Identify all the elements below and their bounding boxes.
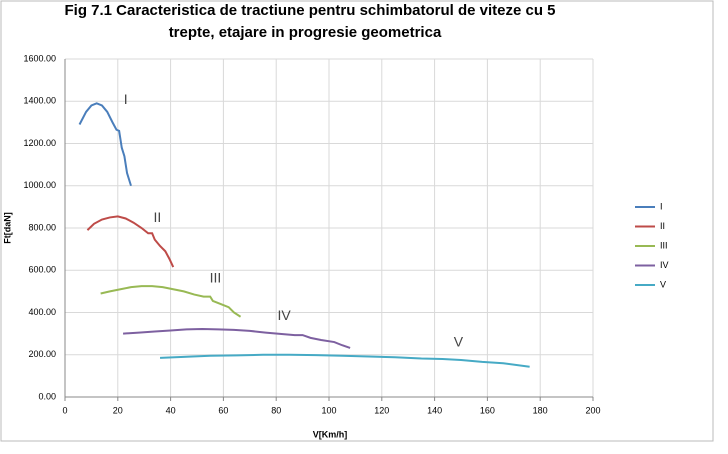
x-tick-label: 100	[321, 405, 336, 415]
x-tick-label: 200	[585, 405, 600, 415]
y-tick-label: 200.00	[28, 349, 56, 359]
x-axis-label: V[Km/h]	[313, 429, 348, 439]
series-line	[159, 353, 530, 368]
series-line	[123, 327, 351, 349]
chart-title: Fig 7.1 Caracteristica de tractiune pent…	[65, 2, 556, 19]
series-line	[100, 285, 242, 318]
y-tick-label: 1200.00	[23, 138, 56, 148]
y-tick-label: 400.00	[28, 307, 56, 317]
y-tick-label: 800.00	[28, 222, 56, 232]
legend-label: V	[660, 279, 666, 289]
x-tick-label: 120	[374, 405, 389, 415]
series-line	[86, 215, 175, 268]
annotation: V	[454, 334, 464, 350]
y-tick-label: 1600.00	[23, 53, 56, 63]
legend-label: I	[660, 201, 663, 211]
annotation: II	[154, 209, 162, 225]
x-tick-label: 20	[113, 405, 123, 415]
legend-label: IV	[660, 260, 669, 270]
series-line	[78, 102, 132, 187]
y-tick-label: 1400.00	[23, 96, 56, 106]
annotation: I	[124, 91, 128, 107]
x-tick-label: 40	[166, 405, 176, 415]
x-tick-label: 140	[427, 405, 442, 415]
legend-label: III	[660, 240, 668, 250]
x-tick-label: 160	[480, 405, 495, 415]
annotation: III	[210, 269, 222, 285]
y-tick-label: 600.00	[28, 265, 56, 275]
x-tick-label: 60	[218, 405, 228, 415]
y-axis-label: Ft[daN]	[2, 212, 12, 244]
x-tick-label: 0	[62, 405, 67, 415]
chart-frame	[0, 0, 714, 442]
annotation: IV	[278, 307, 292, 323]
legend-label: II	[660, 221, 665, 231]
x-tick-label: 80	[271, 405, 281, 415]
y-tick-label: 1000.00	[23, 180, 56, 190]
chart-title: trepte, etajare in progresie geometrica	[169, 24, 442, 41]
x-tick-label: 180	[533, 405, 548, 415]
y-tick-label: 0.00	[38, 391, 56, 401]
